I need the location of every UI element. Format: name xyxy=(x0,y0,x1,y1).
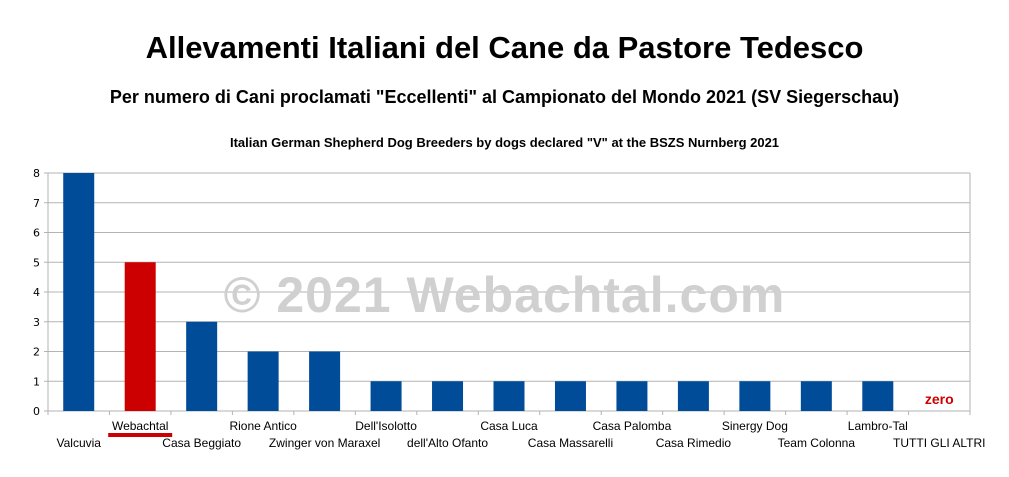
category-label: Valcuvia xyxy=(56,436,101,450)
category-label: Sinergy Dog xyxy=(722,419,788,433)
bar xyxy=(186,321,218,411)
y-tick-label: 8 xyxy=(33,167,40,180)
category-label: Lambro-Tal xyxy=(848,419,908,433)
category-label: Rione Antico xyxy=(229,419,297,433)
y-tick-label: 0 xyxy=(33,405,40,418)
chart-subtitle: Per numero di Cani proclamati "Eccellent… xyxy=(109,87,900,107)
category-label: Zwinger von Maraxel xyxy=(269,436,380,450)
bar xyxy=(554,381,586,411)
y-tick-label: 2 xyxy=(33,346,40,359)
bar xyxy=(309,351,341,411)
category-label: Casa Rimedio xyxy=(656,436,732,450)
bar xyxy=(677,381,709,411)
category-label: Casa Massarelli xyxy=(528,436,613,450)
category-label: Casa Palomba xyxy=(593,419,672,433)
bar xyxy=(800,381,832,411)
category-label: TUTTI GLI ALTRI xyxy=(893,436,985,450)
data-label: zero xyxy=(925,391,954,407)
bar xyxy=(432,381,464,411)
y-tick-label: 5 xyxy=(33,256,40,269)
copyright-watermark: © 2021 Webachtal.com xyxy=(223,267,786,323)
chart-subtitle-english: Italian German Shepherd Dog Breeders by … xyxy=(229,135,780,150)
category-label: Casa Beggiato xyxy=(162,436,241,450)
bar xyxy=(370,381,402,411)
bar xyxy=(616,381,648,411)
y-tick-label: 1 xyxy=(33,375,40,388)
bar xyxy=(124,262,156,411)
bar xyxy=(739,381,771,411)
category-label: Dell'Isolotto xyxy=(355,419,417,433)
chart-title: Allevamenti Italiani del Cane da Pastore… xyxy=(145,30,864,65)
y-tick-label: 6 xyxy=(33,227,40,240)
bar xyxy=(247,351,279,411)
bar xyxy=(63,173,95,411)
y-tick-label: 3 xyxy=(33,316,40,329)
y-tick-label: 7 xyxy=(33,197,40,210)
category-label: dell'Alto Ofanto xyxy=(407,436,488,450)
bar xyxy=(493,381,525,411)
highlight-underline xyxy=(108,433,173,437)
category-label: Casa Luca xyxy=(480,419,538,433)
bar xyxy=(862,381,894,411)
category-label: Team Colonna xyxy=(778,436,856,450)
y-tick-label: 4 xyxy=(33,286,40,299)
category-label: Webachtal xyxy=(112,419,168,433)
